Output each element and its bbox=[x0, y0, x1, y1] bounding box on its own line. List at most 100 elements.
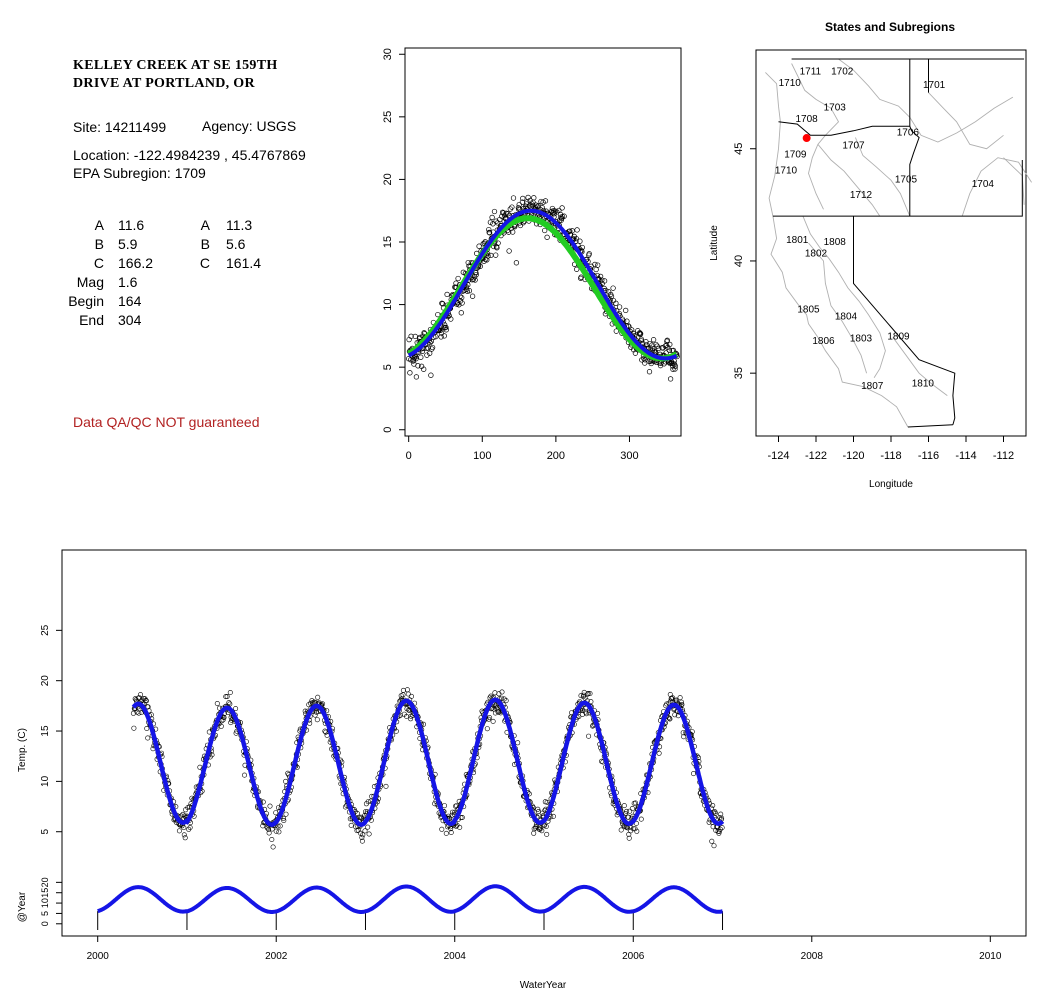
data-point bbox=[276, 829, 282, 835]
data-point bbox=[477, 263, 483, 269]
data-point bbox=[577, 238, 583, 244]
data-point bbox=[681, 734, 687, 740]
data-point bbox=[637, 331, 643, 337]
region-label: 1807 bbox=[861, 381, 884, 392]
data-point bbox=[187, 824, 193, 830]
data-point bbox=[260, 799, 266, 805]
data-point bbox=[275, 823, 281, 829]
data-point bbox=[664, 337, 670, 343]
x-tick-label: -124 bbox=[767, 450, 789, 462]
data-point bbox=[443, 324, 449, 331]
data-point bbox=[365, 799, 371, 805]
annual-cycle-chart: 0 100 200 300 0 5 10 15 20 25 30 bbox=[382, 47, 682, 462]
region-label: 1803 bbox=[850, 334, 873, 345]
x-tick-label: 2006 bbox=[622, 951, 645, 962]
data-point bbox=[464, 288, 471, 294]
data-point bbox=[680, 730, 686, 736]
data-point bbox=[709, 838, 715, 844]
y-axis-label: Latitude bbox=[709, 225, 720, 261]
data-point bbox=[672, 712, 678, 718]
data-point bbox=[441, 333, 447, 339]
data-point bbox=[400, 687, 406, 693]
data-point bbox=[672, 366, 678, 372]
param-row: Mag 1.6 bbox=[76, 274, 138, 290]
data-point bbox=[624, 318, 630, 324]
data-point bbox=[506, 229, 512, 235]
data-point bbox=[624, 808, 630, 814]
data-point bbox=[458, 310, 464, 316]
region-label: 1705 bbox=[895, 174, 918, 185]
data-point bbox=[678, 699, 684, 705]
x-tick-label: 2002 bbox=[265, 951, 288, 962]
data-point bbox=[621, 803, 627, 809]
x-tick-label: 200 bbox=[547, 450, 565, 462]
data-point bbox=[473, 271, 479, 278]
data-point bbox=[637, 331, 644, 337]
x-tick-label: 2010 bbox=[979, 951, 1002, 962]
data-point bbox=[535, 203, 541, 209]
region-label: 1702 bbox=[831, 67, 854, 78]
data-point bbox=[419, 348, 426, 354]
data-point bbox=[145, 704, 151, 710]
data-point bbox=[627, 808, 633, 814]
data-point bbox=[393, 728, 399, 734]
fit-line-upper bbox=[131, 697, 725, 827]
data-point bbox=[280, 815, 286, 821]
region-label: 1711 bbox=[800, 67, 822, 78]
data-point bbox=[428, 372, 434, 378]
y-tick-label-lower: 15 bbox=[40, 888, 50, 898]
y-tick-label: 20 bbox=[382, 173, 394, 185]
data-point bbox=[539, 205, 545, 211]
site-marker bbox=[802, 134, 811, 143]
data-point bbox=[266, 826, 272, 832]
data-point bbox=[283, 811, 289, 817]
data-point bbox=[674, 697, 680, 703]
y-tick-label: 20 bbox=[40, 675, 51, 687]
data-point bbox=[442, 322, 448, 328]
data-point bbox=[535, 806, 541, 812]
y-tick-label: 40 bbox=[733, 255, 745, 267]
x-axis-label: Longitude bbox=[869, 479, 913, 490]
data-point bbox=[706, 819, 712, 825]
data-point bbox=[544, 831, 550, 837]
x-tick-label: -120 bbox=[842, 450, 864, 462]
state-border-mexico bbox=[907, 424, 953, 428]
site-title-line2: DRIVE AT PORTLAND, OR bbox=[73, 76, 255, 91]
region-label: 1802 bbox=[805, 248, 828, 259]
agency: Agency: USGS bbox=[202, 118, 297, 134]
x-tick-label: 0 bbox=[406, 450, 412, 462]
data-point bbox=[505, 211, 511, 217]
data-point bbox=[672, 363, 679, 369]
data-point bbox=[484, 726, 490, 732]
data-point bbox=[574, 266, 580, 272]
data-point bbox=[415, 363, 421, 369]
data-point bbox=[574, 227, 580, 233]
y-tick-label-lower: 5 bbox=[40, 911, 50, 916]
data-point bbox=[664, 701, 670, 707]
data-point bbox=[503, 698, 509, 704]
data-point bbox=[662, 343, 668, 349]
data-point bbox=[267, 803, 273, 809]
data-point bbox=[459, 814, 465, 820]
data-point bbox=[408, 333, 414, 339]
data-point bbox=[342, 804, 348, 810]
y-tick-label: 0 bbox=[382, 427, 394, 433]
data-point bbox=[586, 733, 592, 739]
data-point bbox=[138, 692, 144, 698]
site-title: KELLEY CREEK AT SE 159TH DRIVE AT PORTLA… bbox=[73, 57, 373, 93]
data-point bbox=[359, 838, 365, 844]
data-point bbox=[143, 698, 149, 704]
data-point bbox=[481, 258, 487, 264]
data-point bbox=[579, 711, 585, 717]
data-point bbox=[583, 711, 589, 717]
data-point bbox=[579, 244, 585, 251]
data-point bbox=[459, 294, 465, 301]
data-point bbox=[515, 740, 521, 746]
site-title-line1: KELLEY CREEK AT SE 159TH bbox=[73, 58, 278, 73]
data-point bbox=[717, 826, 723, 832]
subregion-border bbox=[817, 144, 881, 217]
data-point bbox=[227, 689, 233, 695]
data-point bbox=[543, 823, 549, 829]
subregion-border bbox=[928, 92, 1004, 150]
y-tick-label: 10 bbox=[382, 298, 394, 310]
